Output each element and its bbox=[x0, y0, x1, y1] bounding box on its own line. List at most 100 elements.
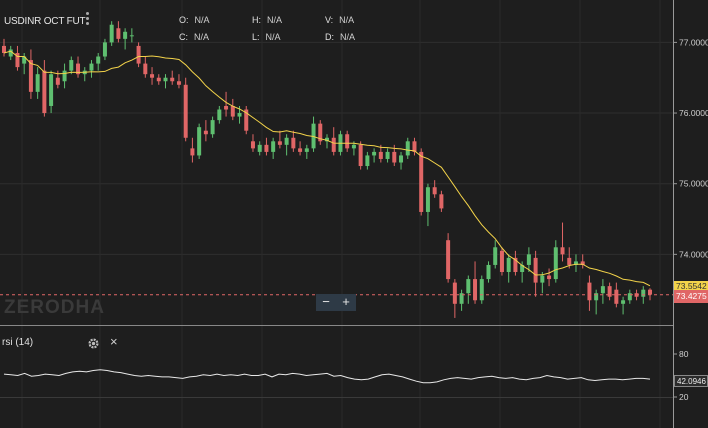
zoom-controls: − + bbox=[316, 294, 356, 311]
candle-body bbox=[35, 74, 40, 92]
candle-body bbox=[580, 261, 585, 265]
candle-body bbox=[298, 148, 303, 152]
candle-body bbox=[499, 250, 504, 273]
price-axis: 77.0000 76.0000 75.0000 74.0000 bbox=[673, 37, 708, 259]
more-options-icon[interactable] bbox=[86, 11, 90, 27]
candle-body bbox=[217, 109, 222, 121]
candle-body bbox=[15, 52, 20, 68]
candle-body bbox=[197, 127, 202, 156]
zoom-out-button[interactable]: − bbox=[322, 294, 330, 309]
candle-body bbox=[8, 49, 13, 57]
candle-body bbox=[123, 31, 128, 39]
candle-body bbox=[493, 247, 498, 265]
candle-body bbox=[49, 74, 54, 106]
candle-body bbox=[264, 144, 269, 152]
price-tick-label: 76.0000 bbox=[679, 108, 708, 118]
candle-body bbox=[150, 74, 155, 78]
candle-body bbox=[325, 137, 329, 142]
candle-body bbox=[331, 137, 336, 152]
candle-body bbox=[190, 148, 195, 156]
candle-body bbox=[614, 289, 619, 304]
candle-body bbox=[533, 257, 538, 283]
candle-body bbox=[446, 240, 451, 280]
candle-body bbox=[486, 264, 491, 280]
price-tick-label: 75.0000 bbox=[679, 179, 708, 189]
candle-body bbox=[277, 141, 282, 145]
candle-body bbox=[378, 151, 383, 159]
candle-body bbox=[459, 293, 464, 304]
candle-body bbox=[567, 257, 572, 265]
candle-body bbox=[318, 123, 323, 142]
day-value: D: N/A bbox=[325, 32, 356, 42]
candle-body bbox=[244, 109, 249, 131]
candle-body bbox=[203, 130, 208, 135]
candle-body bbox=[102, 42, 107, 57]
candle-body bbox=[399, 155, 404, 163]
rsi-tick-label: 80 bbox=[679, 349, 689, 359]
candle-body bbox=[412, 141, 417, 152]
candle-body bbox=[230, 105, 235, 117]
close-icon[interactable]: × bbox=[110, 334, 118, 349]
candle-body bbox=[69, 60, 74, 71]
rsi-axis: 80 20 bbox=[673, 349, 689, 402]
candle-body bbox=[553, 247, 558, 280]
candle-body bbox=[506, 257, 511, 273]
candle-body bbox=[594, 293, 599, 301]
candle-body bbox=[62, 70, 67, 82]
moving-average-line bbox=[3, 50, 651, 287]
price-tick-label: 74.0000 bbox=[679, 249, 708, 259]
candle-body bbox=[452, 282, 457, 304]
candle-body bbox=[136, 45, 141, 64]
candle-body bbox=[392, 151, 397, 163]
candle-body bbox=[55, 77, 60, 85]
symbol-name: USDINR OCT FUT bbox=[4, 16, 86, 27]
low-value: L: N/A bbox=[252, 32, 281, 42]
candle-body bbox=[627, 293, 632, 301]
volume-value: V: N/A bbox=[325, 15, 355, 25]
rsi-tick-label: 20 bbox=[679, 392, 689, 402]
candle-body bbox=[600, 286, 605, 294]
candle-body bbox=[271, 141, 276, 152]
candle-body bbox=[573, 261, 578, 265]
candle-body bbox=[176, 81, 181, 85]
candle-body bbox=[257, 144, 262, 152]
candle-body bbox=[129, 35, 134, 37]
candle-body bbox=[419, 151, 424, 212]
grid-lines bbox=[0, 0, 673, 428]
candle-body bbox=[432, 187, 437, 195]
candle-body bbox=[89, 63, 94, 71]
candle-body bbox=[210, 120, 215, 135]
zoom-in-button[interactable]: + bbox=[342, 294, 350, 309]
candle-body bbox=[163, 77, 168, 82]
candle-body bbox=[28, 60, 33, 92]
rsi-line bbox=[3, 369, 651, 384]
moving-average-price-tag: 73.5542 bbox=[674, 281, 708, 292]
candle-body bbox=[520, 264, 525, 273]
candle-body bbox=[466, 279, 471, 294]
candle-body bbox=[109, 24, 114, 43]
candle-body bbox=[479, 279, 484, 301]
rsi-value-tag: 42.0946 bbox=[674, 375, 708, 387]
candle-body bbox=[439, 194, 444, 209]
close-value: C: N/A bbox=[179, 32, 210, 42]
candle-body bbox=[183, 84, 188, 138]
watermark-logo: ZERODHA bbox=[4, 297, 105, 318]
gear-icon[interactable] bbox=[87, 337, 100, 350]
candle-body bbox=[405, 141, 410, 156]
candle-body bbox=[372, 151, 377, 156]
candle-body bbox=[648, 289, 652, 295]
candle-body bbox=[547, 275, 552, 280]
candle-body bbox=[540, 275, 545, 283]
open-value: O: N/A bbox=[179, 15, 210, 25]
candle-body bbox=[560, 247, 565, 255]
last-price-tag: 73.4275 bbox=[674, 290, 708, 303]
candle-body bbox=[2, 45, 6, 53]
candle-body bbox=[170, 77, 175, 82]
candle-body bbox=[250, 141, 255, 149]
candle-body bbox=[358, 144, 363, 167]
high-value: H: N/A bbox=[252, 15, 283, 25]
candle-body bbox=[304, 148, 309, 152]
candle-body bbox=[641, 289, 646, 297]
candle-body bbox=[345, 134, 350, 149]
